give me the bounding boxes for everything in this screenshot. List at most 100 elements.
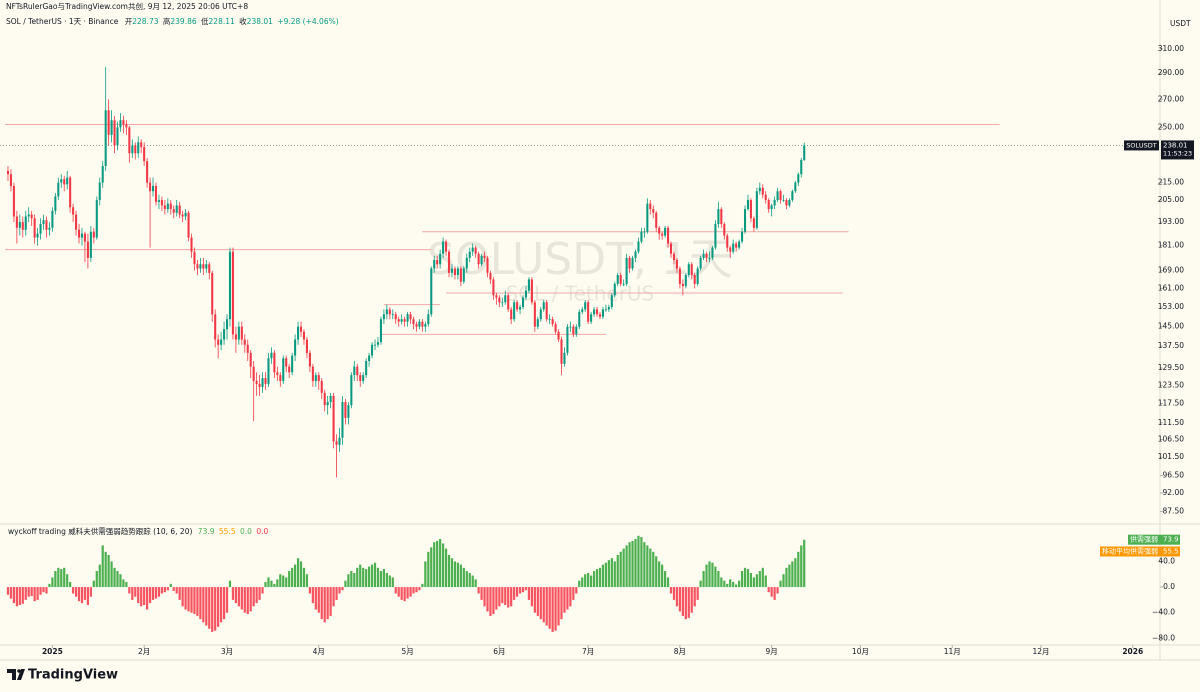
oscillator-bar — [743, 567, 747, 588]
candle-body — [208, 264, 211, 273]
oscillator-bar — [388, 575, 391, 588]
oscillator-bar — [548, 587, 551, 629]
oscillator-bar — [119, 574, 122, 588]
oscillator-bar — [314, 587, 317, 610]
candle-body — [690, 264, 693, 276]
oscillator-bar — [296, 558, 300, 588]
oscillator-bar — [433, 542, 436, 588]
oscillator-bar — [604, 562, 608, 588]
oscillator-bar — [202, 587, 205, 623]
oscillator-bar — [285, 577, 288, 588]
x-tick-label: 2月 — [138, 647, 150, 656]
oscillator-bar — [607, 560, 610, 588]
oscillator-bar — [350, 571, 353, 588]
oscillator-bar — [560, 587, 563, 620]
x-tick-label: 12月 — [1032, 647, 1049, 656]
candle-body — [442, 241, 445, 254]
candle-body — [285, 358, 288, 367]
oscillator-bar — [696, 587, 699, 600]
candle-body — [646, 203, 649, 232]
candle-body — [548, 319, 551, 320]
candle-body — [33, 218, 36, 238]
oscillator-bar — [359, 564, 362, 588]
candle-body — [649, 203, 652, 210]
oscillator-bar — [66, 574, 69, 588]
candle-body — [154, 186, 158, 202]
y-tick-label: 137.50 — [1158, 341, 1184, 350]
oscillator-bar — [48, 583, 51, 588]
candle-body — [373, 344, 377, 346]
tag-box — [1100, 546, 1180, 557]
candle-body — [18, 222, 21, 228]
oscillator-bar — [474, 579, 477, 588]
candle-body — [388, 309, 391, 315]
oscillator-bar — [255, 587, 258, 604]
candle-body — [521, 297, 525, 308]
candle-body — [137, 142, 140, 154]
oscillator-bar — [699, 580, 702, 588]
oscillator-bar — [409, 587, 412, 597]
symbol-legend: SOL / TetherUS · 1天 · Binance 开228.73 高2… — [6, 16, 339, 26]
candle-body — [672, 253, 676, 260]
y-tick-label: 87.50 — [1163, 506, 1185, 515]
candle-body — [110, 120, 113, 135]
candle-body — [628, 257, 631, 269]
oscillator-bar — [717, 571, 720, 588]
oscillator-bar — [288, 571, 291, 588]
candle-body — [270, 352, 273, 359]
oscillator-bar — [193, 587, 196, 615]
candle-body — [27, 214, 30, 217]
oscillator-bar — [113, 567, 116, 588]
x-tick-label: 5月 — [401, 647, 413, 656]
change: +9.28 (+4.06%) — [277, 17, 338, 26]
oscillator-bar — [36, 587, 39, 600]
candle-body — [92, 231, 95, 238]
candle-body — [785, 200, 788, 206]
oscillator-bar — [652, 551, 655, 588]
candle-body — [453, 268, 456, 276]
candle-body — [30, 214, 33, 219]
candle-body — [684, 275, 687, 287]
candle-body — [593, 309, 596, 315]
candle-body — [172, 209, 175, 213]
oscillator-bar — [362, 567, 365, 588]
oscillator-bar — [705, 564, 708, 588]
oscillator-bar — [575, 587, 578, 594]
oscillator-bar — [735, 584, 738, 588]
oscillator-bar — [134, 587, 137, 597]
candle-body — [42, 220, 45, 224]
oscillator-bar — [110, 561, 113, 588]
oscillator-bar — [83, 587, 87, 600]
candle-body — [80, 233, 84, 238]
oscillator-bar — [57, 567, 60, 588]
oscillator-bar — [729, 579, 732, 588]
watermark: SOLUSDT, 1天 — [427, 234, 733, 285]
candle-body — [480, 255, 483, 265]
oscillator-bar — [711, 562, 714, 588]
candle-body — [536, 319, 539, 327]
candle-body — [122, 120, 125, 125]
oscillator-bar — [723, 580, 726, 588]
oscillator-bar — [456, 562, 460, 588]
oscillator-bar — [480, 587, 483, 600]
oscillator-bar — [45, 587, 48, 594]
candle-body — [693, 275, 696, 284]
candle-body — [687, 264, 690, 276]
oscillator-bar — [264, 581, 267, 588]
candle-body — [702, 253, 705, 258]
candle-body — [743, 209, 747, 232]
oscillator-bar — [208, 587, 211, 629]
oscillator-bar — [299, 561, 303, 588]
oscillator-bar — [441, 543, 445, 588]
candle-body — [308, 352, 311, 367]
oscillator-bar — [507, 587, 510, 608]
oscillator-bar — [513, 587, 516, 600]
oscillator-bar — [246, 587, 249, 615]
candle-body — [637, 241, 640, 252]
oscillator-bar — [495, 587, 498, 610]
candle-body — [12, 186, 15, 217]
candle-body — [557, 331, 560, 340]
oscillator-bar — [128, 587, 131, 594]
oscillator-bar — [515, 587, 519, 597]
